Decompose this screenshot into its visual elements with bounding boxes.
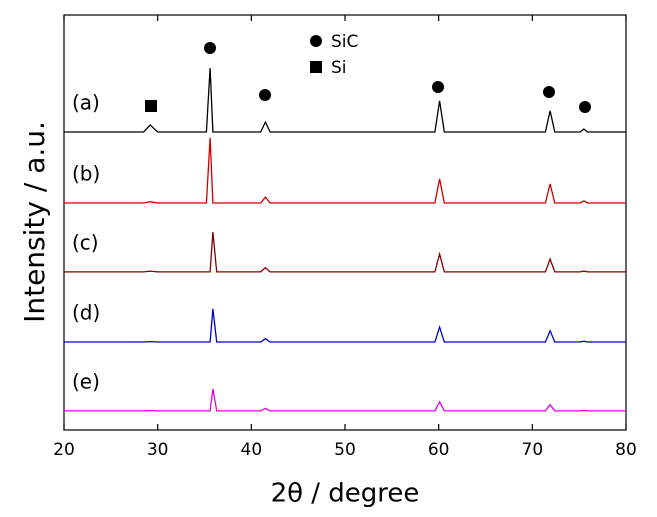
xrd-trace <box>64 231 626 273</box>
si-marker <box>145 100 157 112</box>
sic-marker <box>204 42 216 54</box>
x-tick-label: 50 <box>334 440 356 460</box>
y-axis-title: Intensity / a.u. <box>18 121 51 323</box>
x-tick-label: 30 <box>147 440 169 460</box>
legend-symbol <box>310 61 322 73</box>
x-tick-label: 70 <box>522 440 544 460</box>
xrd-trace <box>64 68 626 133</box>
xrd-trace <box>64 388 626 412</box>
series-label: (a) <box>72 91 100 115</box>
series-label: (d) <box>72 301 100 325</box>
sic-marker <box>579 101 591 113</box>
sic-marker <box>432 81 444 93</box>
x-tick-label: 40 <box>241 440 263 460</box>
sic-marker <box>543 86 555 98</box>
sic-marker <box>259 89 271 101</box>
x-axis-title: 2θ / degree <box>271 479 420 509</box>
xrd-trace <box>64 137 626 204</box>
x-tick-label: 20 <box>53 440 75 460</box>
xrd-trace <box>64 308 626 343</box>
phase-markers <box>145 42 591 113</box>
x-tick-label: 60 <box>428 440 450 460</box>
legend-symbol <box>310 35 322 47</box>
legend-label: SiC <box>331 32 358 52</box>
series-label: (c) <box>72 230 99 254</box>
x-tick-label: 80 <box>615 440 637 460</box>
series-label: (e) <box>72 369 100 393</box>
legend: SiC Si <box>310 32 358 78</box>
legend-label: Si <box>331 58 347 78</box>
series-label: (b) <box>72 161 100 185</box>
